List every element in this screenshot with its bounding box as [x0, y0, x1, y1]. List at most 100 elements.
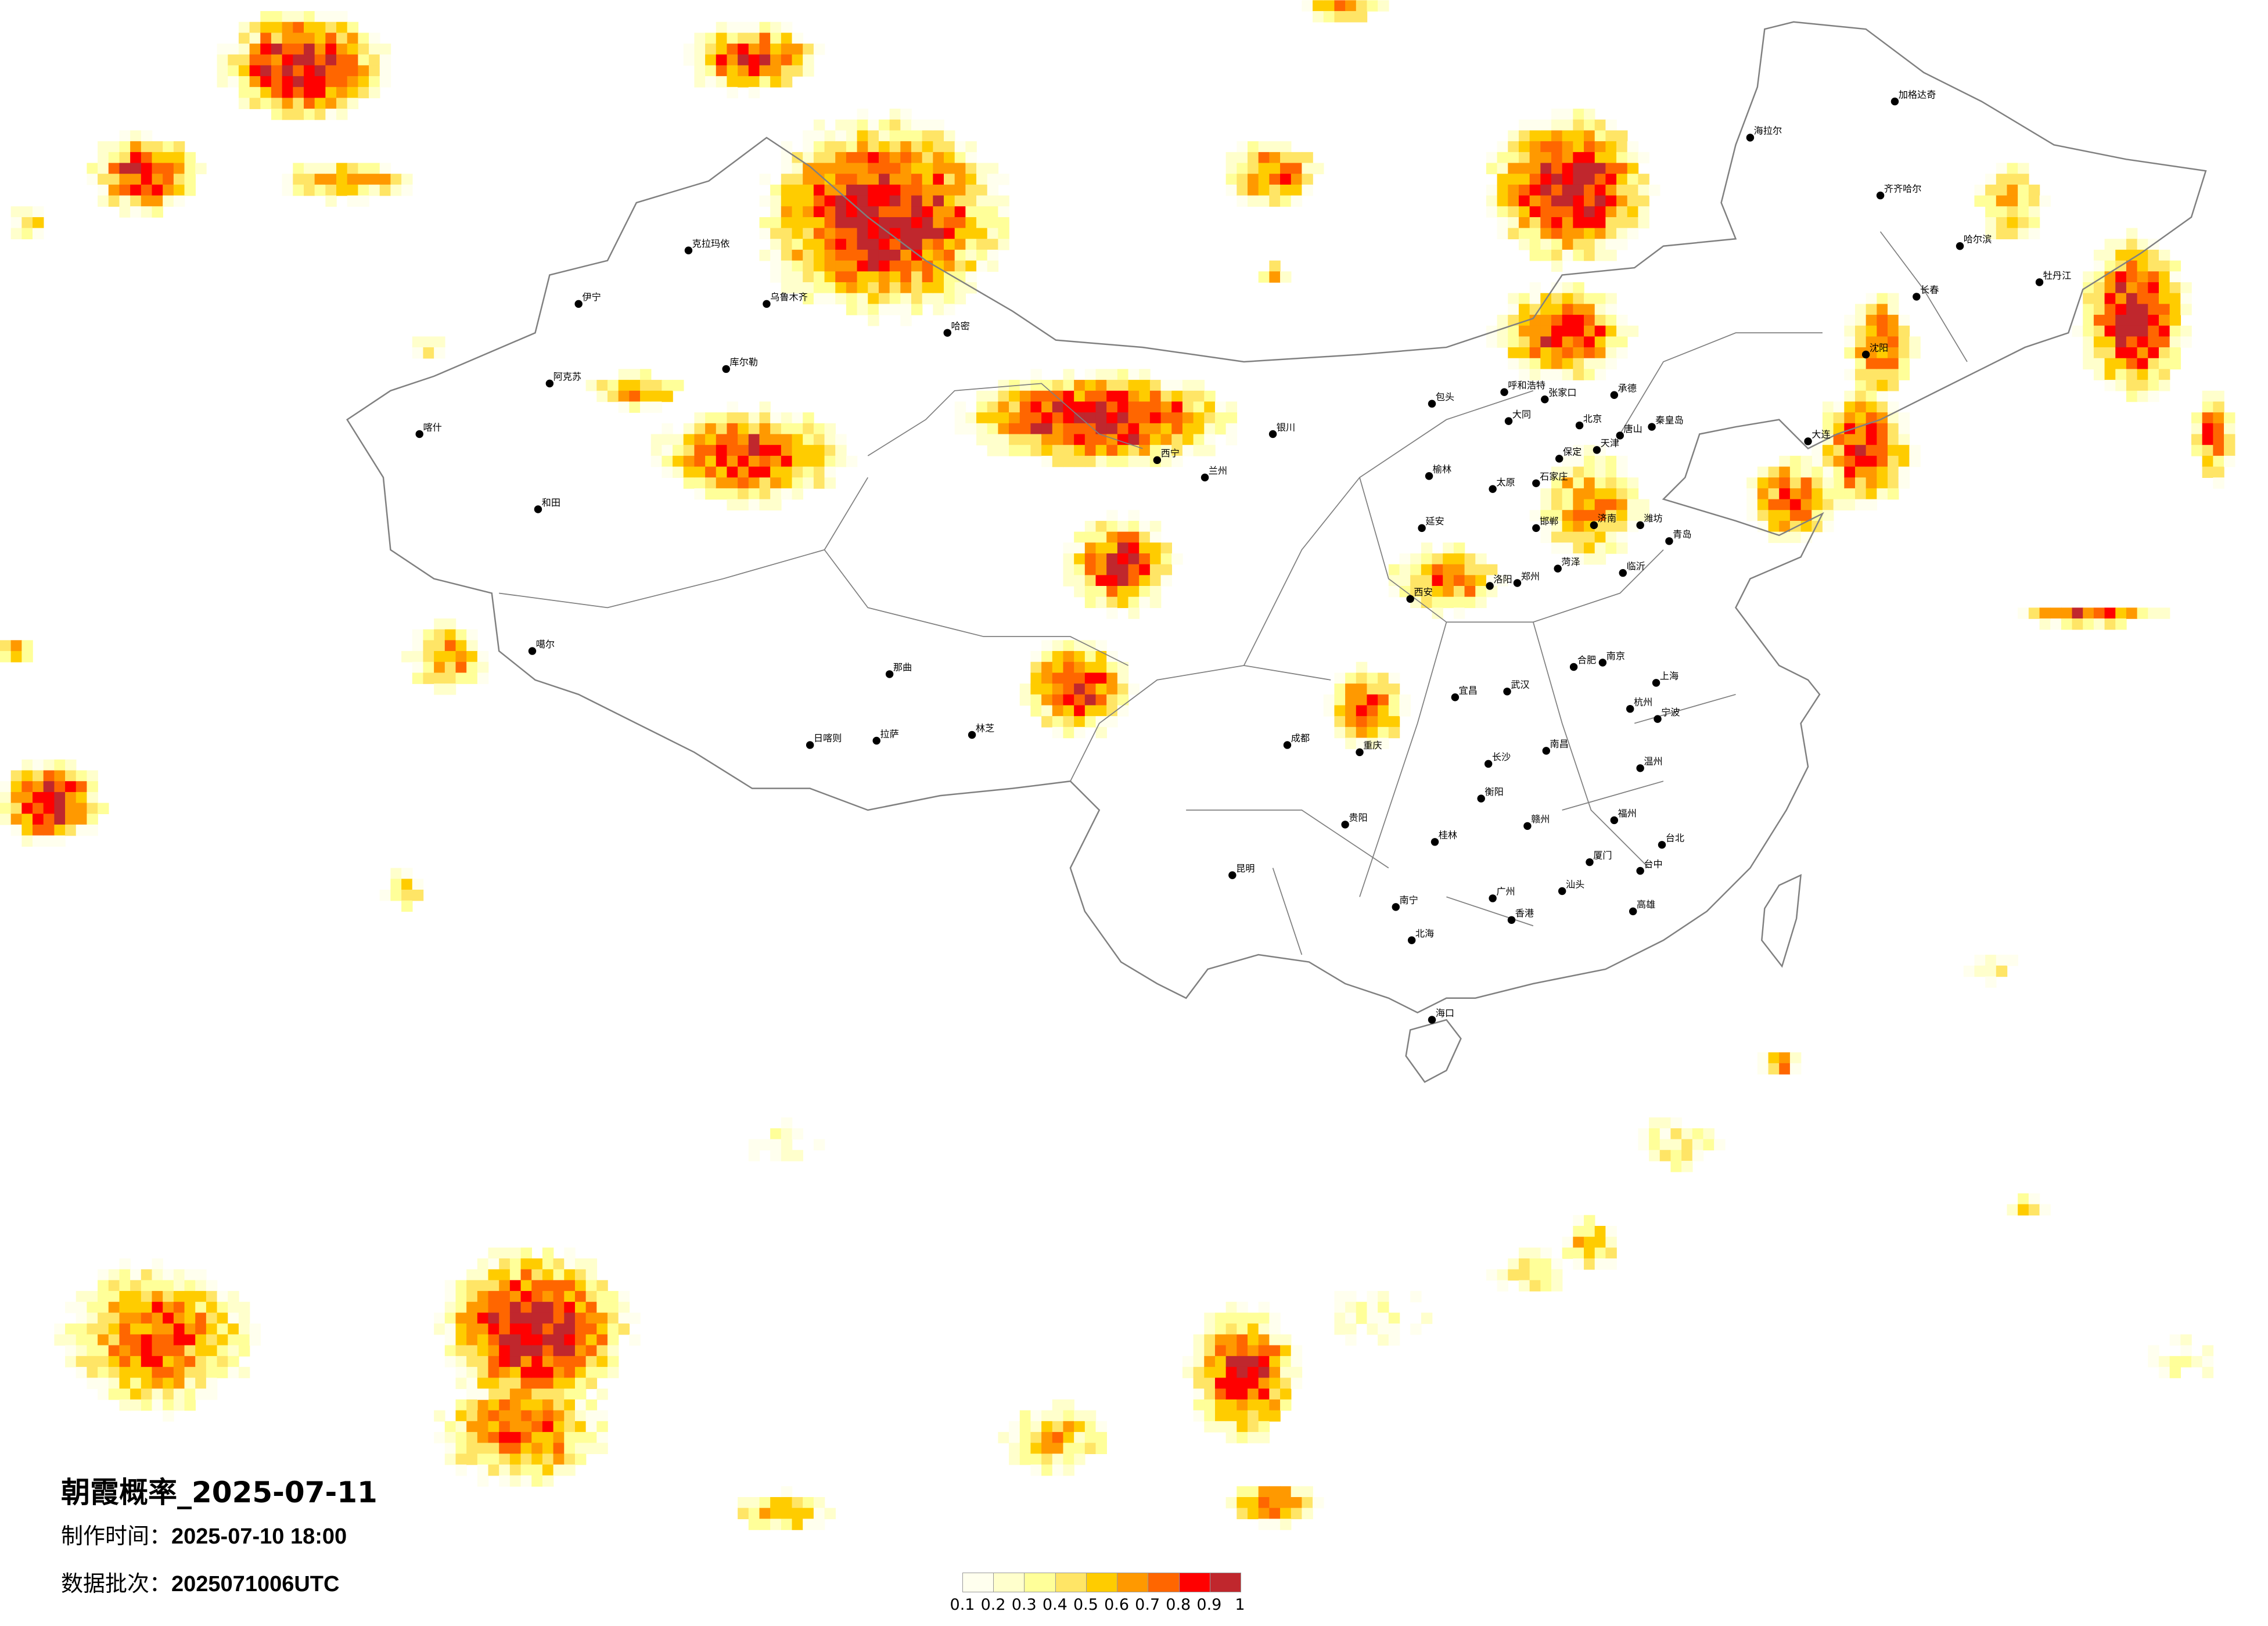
probability-cell — [1052, 651, 1064, 663]
probability-cell — [1063, 455, 1074, 467]
probability-cell — [184, 1366, 196, 1379]
probability-cell — [1052, 726, 1064, 739]
probability-cell — [976, 184, 988, 196]
city-label: 武汉 — [1511, 679, 1529, 690]
probability-cell — [1106, 445, 1118, 456]
probability-cell — [54, 824, 66, 836]
probability-cell — [1854, 477, 1867, 489]
probability-cell — [1074, 564, 1086, 576]
probability-cell — [1302, 1497, 1313, 1509]
probability-cell — [173, 1399, 185, 1411]
probability-cell — [2180, 293, 2192, 305]
city-dot — [1477, 794, 1485, 803]
probability-cell — [282, 21, 294, 34]
probability-cell — [2158, 282, 2170, 294]
probability-cell — [748, 21, 760, 34]
probability-cell — [1095, 684, 1107, 695]
probability-cell — [738, 412, 749, 424]
probability-cell — [1779, 455, 1791, 467]
probability-cell — [130, 1269, 142, 1281]
probability-cell — [1529, 119, 1541, 131]
probability-cell — [1877, 336, 1888, 348]
probability-cell — [1638, 217, 1649, 229]
probability-cell — [1616, 130, 1628, 142]
probability-cell — [781, 1139, 793, 1151]
probability-cell — [781, 239, 793, 250]
probability-cell — [1095, 520, 1107, 533]
probability-cell — [1128, 553, 1140, 565]
city-label: 秦皇岛 — [1655, 415, 1684, 426]
probability-cell — [574, 1356, 587, 1368]
probability-cell — [1204, 445, 1216, 456]
probability-cell — [900, 109, 912, 120]
probability-cell — [347, 76, 359, 88]
probability-cell — [2148, 271, 2159, 283]
probability-cell — [0, 803, 12, 814]
probability-cell — [2137, 293, 2149, 305]
probability-cell — [369, 65, 380, 77]
probability-cell — [781, 184, 793, 196]
probability-cell — [163, 184, 174, 196]
probability-cell — [1518, 293, 1530, 305]
probability-cell — [152, 1356, 163, 1368]
probability-cell — [585, 1334, 598, 1346]
probability-cell — [781, 260, 793, 272]
probability-cell — [1443, 596, 1454, 609]
probability-cell — [1616, 217, 1628, 229]
probability-cell — [1627, 488, 1639, 500]
probability-cell — [1237, 152, 1248, 164]
probability-cell — [499, 1454, 511, 1465]
city-label: 长春 — [1920, 285, 1939, 296]
probability-cell — [412, 672, 424, 684]
data-batch-label: 数据批次： — [61, 1571, 172, 1596]
probability-cell — [1605, 206, 1617, 218]
probability-cell — [2072, 607, 2083, 619]
probability-cell — [1453, 553, 1465, 565]
probability-cell — [1779, 520, 1791, 533]
probability-cell — [824, 445, 836, 456]
probability-cell — [1084, 434, 1097, 445]
probability-cell — [1041, 434, 1053, 445]
probability-cell — [574, 1442, 587, 1455]
probability-cell — [1508, 358, 1519, 370]
probability-cell — [2104, 315, 2116, 326]
probability-cell — [1063, 684, 1074, 695]
probability-cell — [1313, 1497, 1324, 1509]
probability-cell — [1518, 163, 1530, 174]
probability-cell — [1193, 412, 1205, 424]
probability-cell — [759, 434, 771, 445]
probability-cell — [152, 1312, 163, 1324]
probability-cell — [1302, 1486, 1313, 1498]
probability-cell — [358, 174, 369, 185]
probability-cell — [477, 1442, 489, 1455]
probability-cell — [824, 217, 836, 229]
probability-cell — [1139, 542, 1151, 554]
probability-cell — [965, 195, 977, 207]
probability-cell — [1247, 1486, 1259, 1498]
probability-cell — [2083, 304, 2094, 315]
probability-cell — [1030, 1454, 1042, 1465]
city-label: 南宁 — [1399, 895, 1418, 906]
city-dot — [943, 329, 951, 337]
probability-cell — [1562, 130, 1574, 142]
probability-cell — [1269, 152, 1281, 164]
probability-cell — [1594, 531, 1606, 544]
probability-cell — [184, 1269, 196, 1281]
probability-cell — [499, 1442, 511, 1455]
probability-cell — [509, 1464, 522, 1476]
probability-cell — [65, 1356, 77, 1368]
probability-cell — [944, 174, 955, 185]
probability-cell — [1605, 336, 1617, 348]
probability-cell — [748, 44, 760, 55]
probability-cell — [813, 195, 825, 207]
probability-cell — [933, 293, 944, 305]
probability-cell — [889, 163, 901, 174]
probability-cell — [228, 1323, 239, 1335]
probability-cell — [1540, 358, 1552, 370]
probability-cell — [954, 282, 966, 294]
probability-cell — [1171, 380, 1183, 391]
probability-cell — [2007, 228, 2018, 240]
probability-cell — [21, 814, 33, 825]
city-marker: 银川 — [1268, 422, 1295, 438]
probability-cell — [2093, 249, 2105, 261]
